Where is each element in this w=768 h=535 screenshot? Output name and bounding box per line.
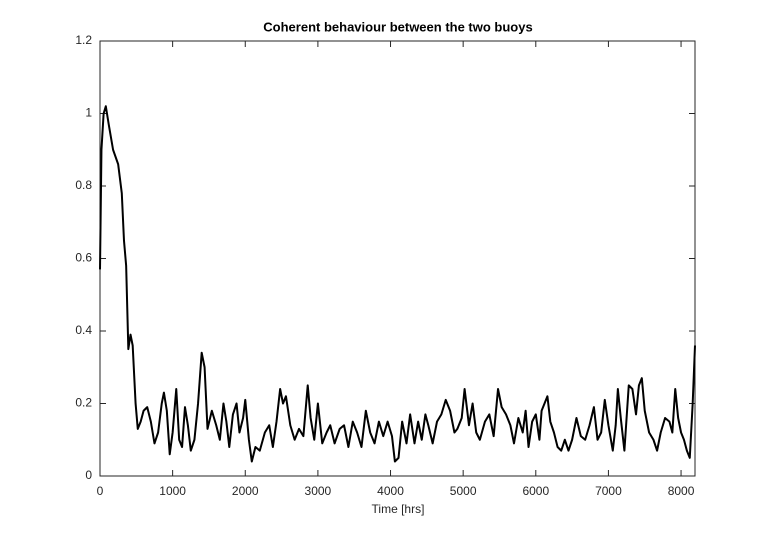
y-tick-label: 0 <box>85 468 92 482</box>
x-tick-label: 4000 <box>377 484 404 498</box>
y-tick-label: 1 <box>85 106 92 120</box>
x-tick-label: 5000 <box>450 484 477 498</box>
y-tick-label: 0.6 <box>75 251 92 265</box>
x-axis-label: Time [hrs] <box>372 502 425 516</box>
y-tick-label: 0.4 <box>75 323 92 337</box>
x-tick-label: 3000 <box>305 484 332 498</box>
x-tick-label: 1000 <box>159 484 186 498</box>
y-tick-label: 1.2 <box>75 33 92 47</box>
chart-title: Coherent behaviour between the two buoys <box>263 19 532 34</box>
data-line <box>99 105 696 463</box>
x-tick-label: 7000 <box>595 484 622 498</box>
y-tick-label: 0.8 <box>75 178 92 192</box>
x-tick-label: 8000 <box>668 484 695 498</box>
y-tick-label: 0.2 <box>75 396 92 410</box>
plot-box <box>99 40 696 477</box>
x-tick-label: 0 <box>97 484 104 498</box>
x-tick-label: 2000 <box>232 484 259 498</box>
x-tick-label: 6000 <box>522 484 549 498</box>
